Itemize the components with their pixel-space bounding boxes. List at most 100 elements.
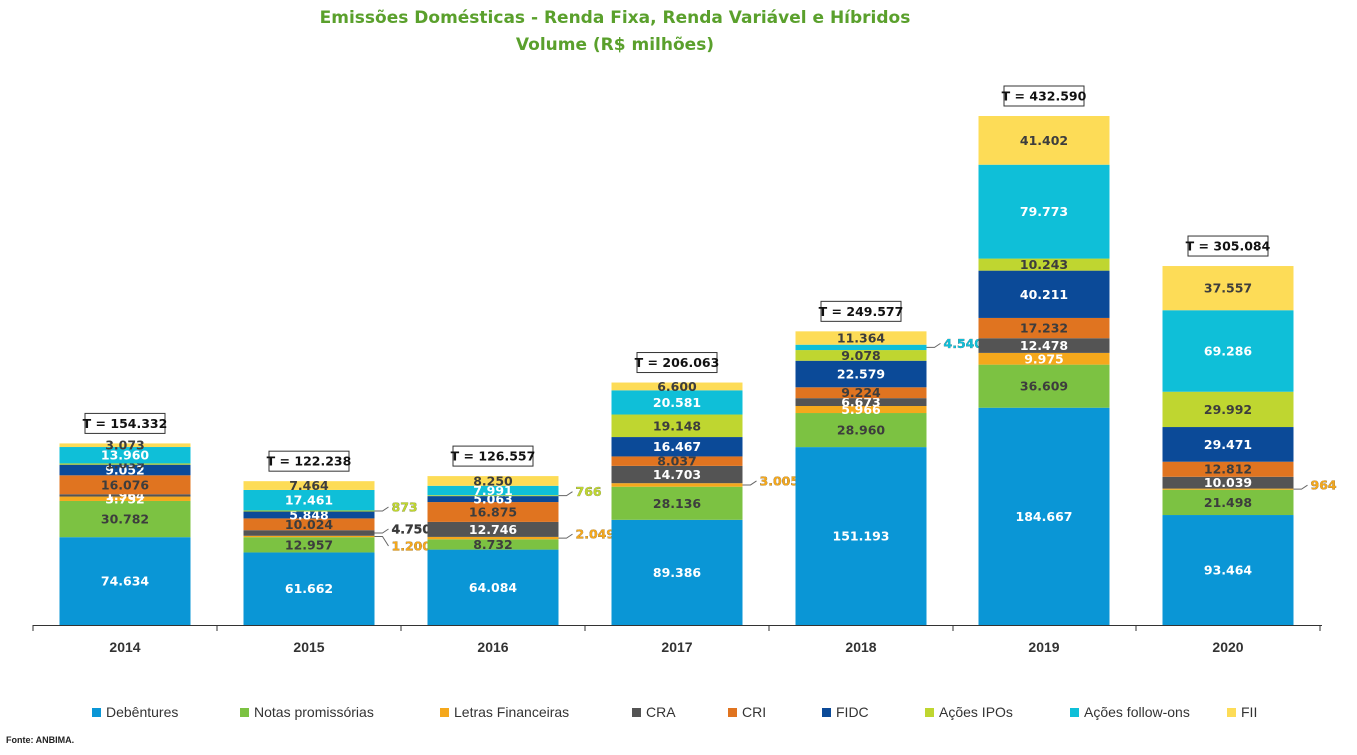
legend-item: FII	[1227, 704, 1257, 720]
data-label: 20.581	[653, 395, 701, 410]
legend-swatch	[822, 707, 831, 717]
total-label: T = 305.084	[1186, 239, 1271, 254]
leader-line	[558, 491, 573, 497]
data-label: 36.609	[1020, 379, 1068, 394]
leader-line	[374, 506, 389, 512]
data-label: 28.960	[837, 423, 886, 438]
legend-item: FIDC	[822, 704, 869, 720]
data-label: 22.579	[837, 367, 885, 382]
legend-item: Debêntures	[92, 704, 178, 720]
data-label-outside: 4.540	[944, 336, 984, 351]
data-label: 89.386	[653, 565, 702, 580]
x-tick-label: 2014	[109, 639, 140, 655]
bar-segment-2020-a-es-ipos	[1162, 391, 1294, 428]
bar-segment-2017-letras-financeiras	[611, 483, 743, 487]
x-tick-label: 2017	[661, 639, 692, 655]
legend-swatch	[440, 707, 449, 717]
data-label: 40.211	[1020, 287, 1068, 302]
legend-label: Letras Financeiras	[454, 704, 570, 720]
bar-segment-2014-a-es-ipos	[59, 463, 191, 465]
legend-swatch	[240, 707, 249, 717]
bar-segment-2018-notas-promiss-rias	[795, 413, 927, 448]
legend-label: Notas promissórias	[254, 704, 374, 720]
total-label: T = 206.063	[635, 355, 720, 370]
bar-segment-2015-fidc	[243, 511, 375, 519]
chart-subtitle: Volume (R$ milhões)	[515, 35, 715, 55]
bar-segment-2018-fii	[795, 331, 927, 345]
data-label: 19.148	[653, 418, 701, 433]
data-label: 9.078	[841, 348, 881, 363]
data-label: 9.975	[1024, 351, 1064, 366]
data-label: 93.464	[1204, 563, 1253, 578]
leader-line	[374, 528, 389, 534]
data-label: 28.136	[653, 496, 702, 511]
data-label-outside: 964	[1311, 478, 1337, 493]
bar-segment-2020-fidc	[1162, 427, 1294, 462]
bar-segment-2020-fii	[1162, 266, 1294, 311]
data-label: 12.746	[469, 522, 518, 537]
data-label: 29.992	[1204, 402, 1252, 417]
bar-segment-2020-a-es-follow-ons	[1162, 310, 1294, 392]
bar-segment-2018-cri	[795, 387, 927, 399]
legend-label: CRA	[646, 704, 676, 720]
bar-segment-2014-letras-financeiras	[59, 496, 191, 501]
data-label: 79.773	[1020, 204, 1068, 219]
bar-segment-2019-cri	[978, 317, 1110, 339]
bar-segment-2015-fii	[243, 481, 375, 490]
bar-segment-2015-deb-ntures	[243, 552, 375, 625]
bar-segment-2015-a-es-follow-ons	[243, 489, 375, 511]
bar-segment-2020-cra	[1162, 476, 1294, 489]
bar-segment-2015-letras-financeiras	[243, 535, 375, 538]
chart-title: Emissões Domésticas - Renda Fixa, Renda …	[319, 8, 911, 28]
bar-segment-2020-cri	[1162, 461, 1294, 477]
data-label: 41.402	[1020, 133, 1068, 148]
data-label: 9.224	[841, 385, 881, 400]
legend-item: CRI	[728, 704, 766, 720]
bar-segment-2019-a-es-ipos	[978, 258, 1110, 271]
bar-segment-2019-cra	[978, 338, 1110, 353]
bar-segment-2016-a-es-ipos	[427, 495, 559, 497]
total-label: T = 122.238	[267, 454, 352, 469]
data-label-outside: 3.005	[760, 473, 800, 488]
legend-label: Ações IPOs	[939, 704, 1013, 720]
bar-segment-2016-cri	[427, 502, 559, 522]
bar-segment-2018-fidc	[795, 360, 927, 388]
bar-segment-2014-fii	[59, 443, 191, 448]
leader-line	[558, 533, 573, 539]
data-label: 6.673	[841, 395, 881, 410]
legend-label: CRI	[742, 704, 767, 720]
x-tick-label: 2015	[293, 639, 324, 655]
legend-swatch	[728, 707, 737, 717]
data-label: 6.600	[657, 379, 697, 394]
data-label: 151.193	[833, 529, 890, 544]
data-label-outside: 1.200	[392, 538, 432, 553]
data-label: 8.250	[473, 473, 513, 488]
total-box	[1003, 85, 1085, 107]
bar-segment-2014-deb-ntures	[59, 537, 191, 625]
bar-segment-2016-notas-promiss-rias	[427, 539, 559, 550]
bar-segment-2016-cra	[427, 521, 559, 537]
data-label: 10.243	[1020, 257, 1068, 272]
data-label-outside: 4.750	[392, 521, 432, 536]
bar-segment-2015-notas-promiss-rias	[243, 537, 375, 553]
data-label-outside: 766	[576, 484, 602, 499]
total-box	[452, 445, 534, 467]
bar-segment-2016-deb-ntures	[427, 549, 559, 625]
data-label: 8.732	[473, 537, 513, 552]
bar-segment-2018-deb-ntures	[795, 447, 927, 625]
data-label: 17.232	[1020, 321, 1068, 336]
bar-segment-2019-fii	[978, 116, 1110, 165]
data-label: 69.286	[1204, 343, 1253, 358]
bar-segment-2018-letras-financeiras	[795, 406, 927, 414]
bar-segment-2018-cra	[795, 398, 927, 407]
bar-segment-2017-notas-promiss-rias	[611, 486, 743, 520]
x-tick-label: 2020	[1212, 639, 1243, 655]
bar-segment-2020-letras-financeiras	[1162, 488, 1294, 490]
data-label: 29.471	[1204, 437, 1252, 452]
data-label: 12.957	[285, 537, 333, 552]
data-label: 8.037	[657, 454, 697, 469]
data-label: 14.703	[653, 467, 701, 482]
x-tick-label: 2018	[845, 639, 876, 655]
leader-line	[1293, 484, 1308, 490]
bar-segment-2019-a-es-follow-ons	[978, 164, 1110, 259]
